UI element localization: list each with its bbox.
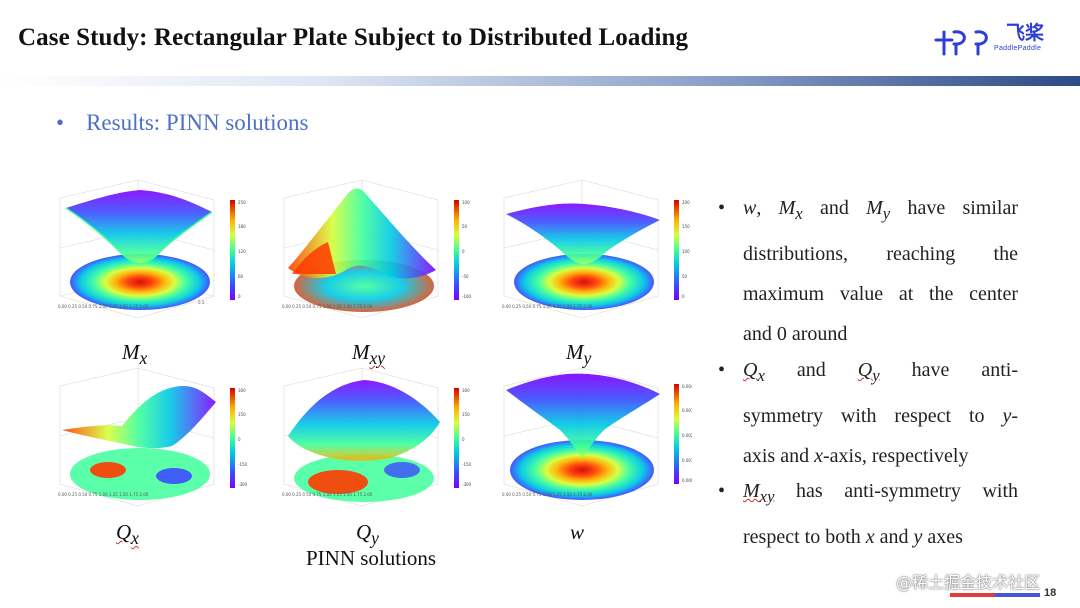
svg-text:60: 60 (238, 274, 244, 279)
svg-text:0.0010: 0.0010 (682, 458, 692, 463)
svg-text:-300: -300 (462, 482, 472, 487)
figure-caption: PINN solutions (306, 546, 437, 570)
svg-text:0.5: 0.5 (198, 300, 205, 305)
slide-title: Case Study: Rectangular Plate Subject to… (18, 24, 689, 51)
svg-text:-50: -50 (462, 274, 469, 279)
svg-text:0.00 0.25 0.50 0.75 1.00 1.25: 0.00 0.25 0.50 0.75 1.00 1.25 1.50 1.75 … (58, 304, 149, 309)
svg-text:300: 300 (462, 388, 470, 393)
svg-text:200: 200 (682, 200, 690, 205)
svg-text:0: 0 (238, 294, 241, 299)
svg-text:100: 100 (682, 249, 690, 254)
svg-text:0.0040: 0.0040 (682, 384, 692, 389)
caption-qy: Qy (356, 520, 379, 549)
section-heading-text: Results: PINN solutions (86, 110, 309, 135)
svg-text:120: 120 (238, 249, 246, 254)
caption-qx: Qx (116, 520, 139, 549)
svg-text:0.00 0.25 0.50 0.75 1.00 1.25: 0.00 0.25 0.50 0.75 1.00 1.25 1.50 1.75 … (502, 304, 593, 309)
point-3: • Mxy has anti-symmetry with respect to b… (718, 480, 1019, 548)
caption-mx: Mx (122, 340, 148, 369)
svg-text:0.00 0.25 0.50 0.75 1.00 1.25: 0.00 0.25 0.50 0.75 1.00 1.25 1.50 1.75 … (502, 492, 593, 497)
svg-text:50: 50 (682, 274, 688, 279)
svg-text:0.00 0.25 0.50 0.75 1.00 1.25: 0.00 0.25 0.50 0.75 1.00 1.25 1.50 1.75 … (58, 492, 149, 497)
svg-text:0: 0 (682, 294, 685, 299)
caption-w: w (570, 520, 585, 544)
svg-text:100: 100 (462, 200, 470, 205)
my-surface-plot: 200 150 100 50 0 0.00 0.25 0.50 0.75 1.00 1.… (502, 179, 690, 319)
svg-text:0: 0 (238, 437, 241, 442)
svg-text:0.00 0.25 0.50 0.75 1.00 1.25: 0.00 0.25 0.50 0.75 1.00 1.25 1.50 1.75 … (282, 492, 373, 497)
svg-text:150: 150 (682, 224, 690, 229)
caption-mxy: Mxy (352, 340, 386, 369)
svg-text:0.0000: 0.0000 (682, 478, 692, 483)
svg-text:0.00 0.25 0.50 0.75 1.00 1.25: 0.00 0.25 0.50 0.75 1.00 1.25 1.50 1.75 … (282, 304, 373, 309)
svg-text:-100: -100 (462, 294, 472, 299)
point-1: • w, Mx and My have similar distributions… (718, 197, 1018, 345)
logo-chinese-text: 飞桨 (1006, 22, 1045, 44)
svg-text:-150: -150 (238, 462, 248, 467)
watermark: @稀土掘金技术社区 (896, 573, 1041, 592)
progress-bar (950, 593, 1040, 597)
section-heading: • Results: PINN solutions (56, 110, 308, 136)
svg-text:-300: -300 (238, 482, 248, 487)
svg-text:300: 300 (238, 388, 246, 393)
svg-text:180: 180 (238, 224, 246, 229)
bullet-dot: • (56, 110, 65, 135)
header-bar (0, 76, 1080, 86)
qy-surface-plot: 300 150 0 -150 -300 0.00 0.25 0.50 0.75 1.00… (282, 367, 472, 507)
mxy-surface-plot: 100 50 0 -50 -100 0.00 0.25 0.50 0.75 1.00 1… (282, 179, 472, 319)
svg-text:150: 150 (238, 412, 246, 417)
svg-text:250: 250 (238, 200, 246, 205)
svg-text:-150: -150 (462, 462, 472, 467)
caption-my: My (566, 340, 592, 369)
svg-text:0: 0 (462, 437, 465, 442)
paddlepaddle-logo (934, 30, 988, 56)
mx-surface-plot: 250 180 120 60 0 0.00 0.25 0.50 0.75 1.00 1.… (58, 179, 246, 319)
svg-text:0: 0 (462, 249, 465, 254)
page-number: 18 (1044, 587, 1057, 599)
point-2: • Qx and Qy have anti- symmetry with resp… (718, 359, 1019, 467)
qx-surface-plot: 300 150 0 -150 -300 0.00 0.25 0.50 0.75 1.00… (58, 367, 248, 507)
logo-english-text: PaddlePaddle (994, 45, 1042, 52)
svg-text:50: 50 (462, 224, 468, 229)
svg-text:150: 150 (462, 412, 470, 417)
